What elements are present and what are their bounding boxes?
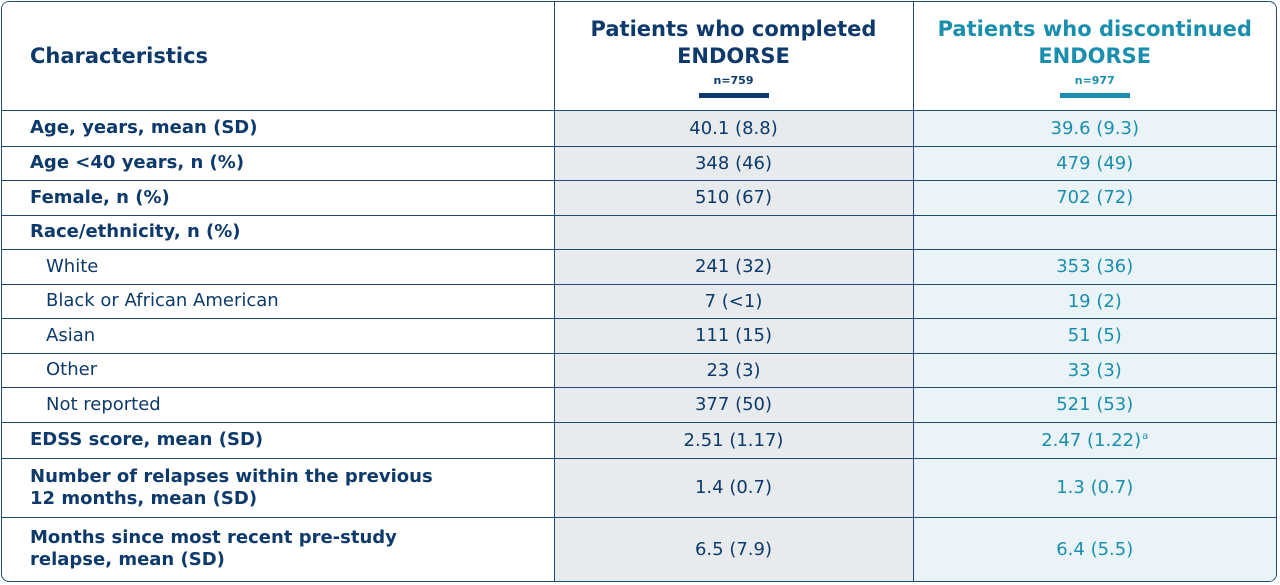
row-label: Age <40 years, n (%) bbox=[2, 146, 554, 181]
characteristics-header: Characteristics bbox=[2, 2, 554, 111]
table-row: Number of relapses within the previous 12… bbox=[2, 458, 1276, 518]
discontinued-color-bar bbox=[1059, 92, 1130, 98]
discontinued-value: 353 (36) bbox=[912, 249, 1276, 285]
discontinued-value-text: 2.47 (1.22) bbox=[1041, 429, 1142, 451]
row-label: Age, years, mean (SD) bbox=[2, 110, 554, 147]
discontinued-value bbox=[912, 215, 1276, 250]
completed-group-header: Patients who completed ENDORSE n=759 bbox=[553, 2, 913, 111]
discontinued-value: 1.3 (0.7) bbox=[912, 458, 1276, 518]
completed-value: 510 (67) bbox=[553, 180, 913, 216]
footnote-marker: a bbox=[1142, 430, 1149, 442]
row-label: Not reported bbox=[2, 387, 554, 423]
completed-color-bar bbox=[698, 92, 769, 98]
discontinued-value: 479 (49) bbox=[912, 146, 1276, 181]
completed-title-line2: ENDORSE bbox=[677, 43, 790, 68]
row-label-line2: relapse, mean (SD) bbox=[30, 549, 225, 571]
completed-value: 348 (46) bbox=[553, 146, 913, 181]
completed-value: 2.51 (1.17) bbox=[553, 422, 913, 459]
completed-title-line1: Patients who completed bbox=[590, 16, 877, 41]
table-row: EDSS score, mean (SD) 2.51 (1.17) 2.47 (… bbox=[2, 422, 1276, 459]
discontinued-title-line1: Patients who discontinued bbox=[937, 16, 1252, 41]
table-row: White 241 (32) 353 (36) bbox=[2, 249, 1276, 285]
completed-value: 1.4 (0.7) bbox=[553, 458, 913, 518]
discontinued-value: 33 (3) bbox=[912, 353, 1276, 388]
discontinued-value: 39.6 (9.3) bbox=[912, 110, 1276, 147]
completed-n: n=759 bbox=[713, 73, 754, 87]
row-label: Asian bbox=[2, 318, 554, 354]
table-row: Female, n (%) 510 (67) 702 (72) bbox=[2, 180, 1276, 216]
discontinued-value: 521 (53) bbox=[912, 387, 1276, 423]
row-label: White bbox=[2, 249, 554, 285]
row-label: Race/ethnicity, n (%) bbox=[2, 215, 554, 250]
discontinued-title-line2: ENDORSE bbox=[1038, 43, 1152, 68]
row-label: EDSS score, mean (SD) bbox=[2, 422, 554, 459]
table-header-row: Characteristics Patients who completed E… bbox=[2, 2, 1276, 111]
table-row: Not reported 377 (50) 521 (53) bbox=[2, 387, 1276, 423]
discontinued-n: n=977 bbox=[1074, 73, 1115, 87]
discontinued-value: 19 (2) bbox=[912, 284, 1276, 319]
completed-value: 377 (50) bbox=[553, 387, 913, 423]
row-label: Number of relapses within the previous 12… bbox=[2, 458, 554, 518]
row-label: Female, n (%) bbox=[2, 180, 554, 216]
discontinued-group-header: Patients who discontinued ENDORSE n=977 bbox=[912, 2, 1276, 111]
discontinued-value: 702 (72) bbox=[912, 180, 1276, 216]
row-label-line2: 12 months, mean (SD) bbox=[30, 487, 258, 509]
completed-value: 241 (32) bbox=[553, 249, 913, 285]
discontinued-value: 6.4 (5.5) bbox=[912, 517, 1276, 581]
table-row: Asian 111 (15) 51 (5) bbox=[2, 318, 1276, 354]
row-label-line1: Months since most recent pre-study bbox=[30, 527, 397, 549]
table-row: Race/ethnicity, n (%) bbox=[2, 215, 1276, 250]
row-label: Other bbox=[2, 353, 554, 388]
completed-value bbox=[553, 215, 913, 250]
row-label: Months since most recent pre-study relaps… bbox=[2, 517, 554, 581]
row-label: Black or African American bbox=[2, 284, 554, 319]
completed-value: 40.1 (8.8) bbox=[553, 110, 913, 147]
discontinued-value: 51 (5) bbox=[912, 318, 1276, 354]
table-row: Age <40 years, n (%) 348 (46) 479 (49) bbox=[2, 146, 1276, 181]
completed-value: 6.5 (7.9) bbox=[553, 517, 913, 581]
completed-value: 7 (<1) bbox=[553, 284, 913, 319]
table-row: Black or African American 7 (<1) 19 (2) bbox=[2, 284, 1276, 319]
table-row: Months since most recent pre-study relaps… bbox=[2, 517, 1276, 581]
table-row: Age, years, mean (SD) 40.1 (8.8) 39.6 (9… bbox=[2, 110, 1276, 147]
discontinued-value: 2.47 (1.22)a bbox=[912, 422, 1276, 459]
completed-value: 23 (3) bbox=[553, 353, 913, 388]
completed-value: 111 (15) bbox=[553, 318, 913, 354]
row-label-line1: Number of relapses within the previous bbox=[30, 465, 433, 487]
table-row: Other 23 (3) 33 (3) bbox=[2, 353, 1276, 388]
